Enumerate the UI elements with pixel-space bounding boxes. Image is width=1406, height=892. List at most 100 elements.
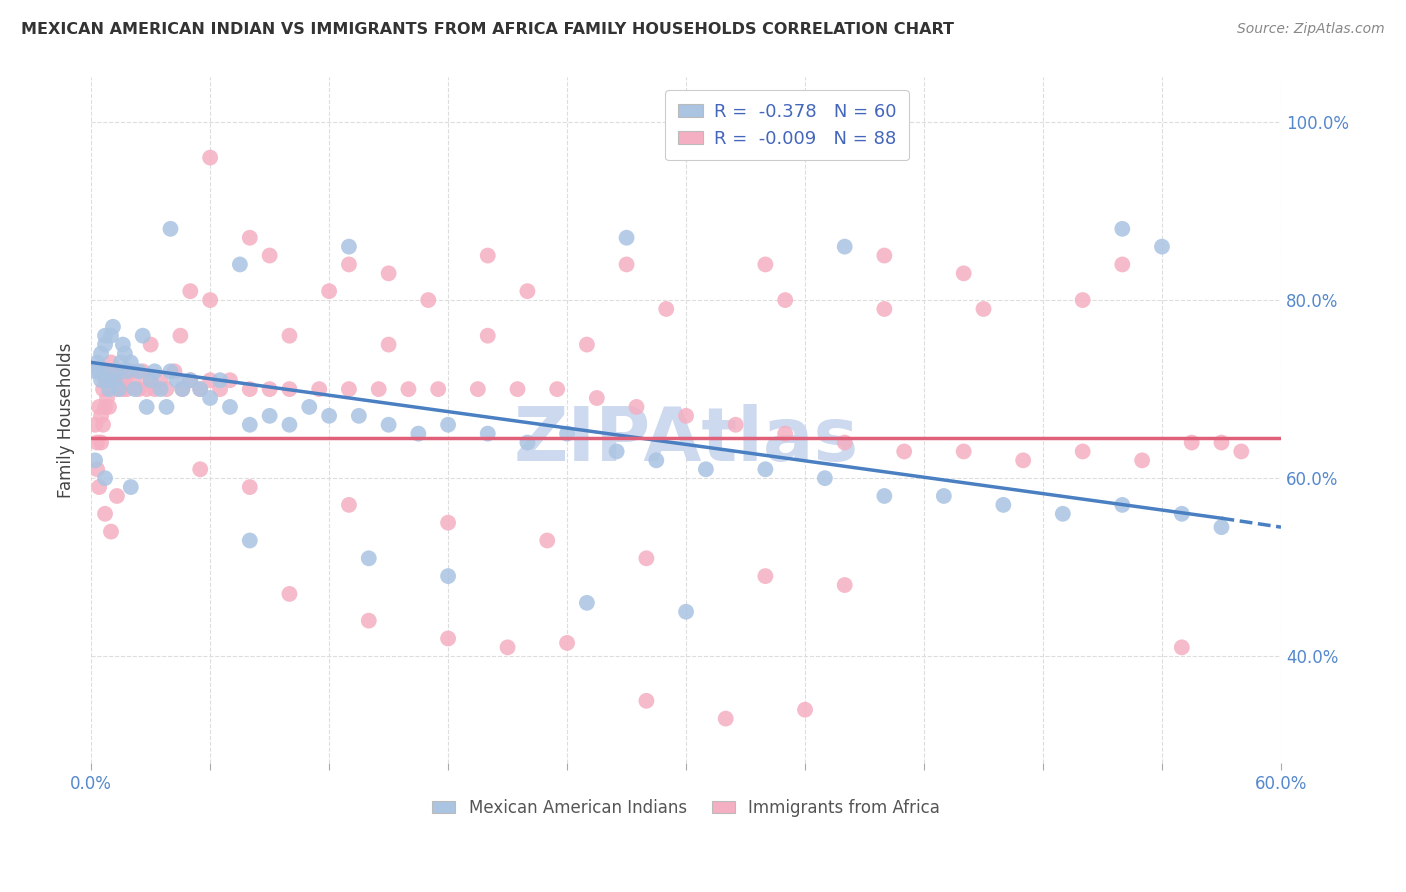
Point [84, 417, 107, 432]
Point [555, 636, 578, 650]
Point [278, 328, 301, 343]
Point [96, 391, 118, 405]
Point [115, 382, 138, 396]
Point [98, 382, 121, 396]
Point [188, 462, 211, 476]
Point [645, 453, 668, 467]
Point [120, 364, 142, 378]
Point [143, 382, 166, 396]
Point [86, 435, 108, 450]
Point [834, 435, 856, 450]
Point [84, 364, 107, 378]
Point [298, 400, 321, 414]
Point [135, 400, 157, 414]
Point [132, 364, 155, 378]
Point [87, 400, 110, 414]
Point [516, 284, 538, 298]
Point [754, 462, 776, 476]
Point [105, 382, 128, 396]
Point [259, 248, 281, 262]
Point [347, 409, 370, 423]
Point [128, 382, 150, 396]
Point [110, 364, 132, 378]
Point [437, 632, 460, 646]
Point [318, 409, 340, 423]
Point [94, 471, 117, 485]
Point [94, 507, 117, 521]
Point [111, 337, 134, 351]
Point [1012, 453, 1035, 467]
Point [714, 712, 737, 726]
Point [418, 293, 440, 307]
Text: Source: ZipAtlas.com: Source: ZipAtlas.com [1237, 22, 1385, 37]
Point [337, 382, 360, 396]
Point [143, 364, 166, 378]
Point [575, 596, 598, 610]
Point [516, 435, 538, 450]
Point [124, 382, 146, 396]
Point [408, 426, 430, 441]
Point [318, 284, 340, 298]
Point [114, 373, 136, 387]
Point [135, 382, 157, 396]
Point [259, 382, 281, 396]
Point [477, 248, 499, 262]
Point [94, 400, 117, 414]
Point [1150, 239, 1173, 253]
Point [239, 231, 262, 245]
Point [159, 222, 181, 236]
Point [239, 533, 262, 548]
Point [110, 355, 132, 369]
Point [834, 578, 856, 592]
Point [108, 382, 131, 396]
Point [239, 480, 262, 494]
Point [111, 382, 134, 396]
Point [149, 382, 172, 396]
Point [695, 462, 717, 476]
Point [585, 391, 607, 405]
Point [1211, 520, 1233, 534]
Point [893, 444, 915, 458]
Point [496, 640, 519, 655]
Point [477, 328, 499, 343]
Point [1052, 507, 1074, 521]
Point [834, 239, 856, 253]
Point [754, 257, 776, 271]
Point [773, 293, 796, 307]
Point [873, 489, 896, 503]
Point [139, 373, 162, 387]
Point [278, 382, 301, 396]
Point [104, 373, 127, 387]
Point [120, 480, 142, 494]
Point [377, 337, 399, 351]
Point [555, 426, 578, 441]
Text: MEXICAN AMERICAN INDIAN VS IMMIGRANTS FROM AFRICA FAMILY HOUSEHOLDS CORRELATION : MEXICAN AMERICAN INDIAN VS IMMIGRANTS FR… [21, 22, 955, 37]
Point [219, 373, 242, 387]
Point [101, 364, 124, 378]
Point [101, 319, 124, 334]
Point [1130, 453, 1153, 467]
Point [91, 417, 114, 432]
Point [1111, 498, 1133, 512]
Point [477, 426, 499, 441]
Point [873, 248, 896, 262]
Point [169, 328, 191, 343]
Point [536, 533, 558, 548]
Point [219, 400, 242, 414]
Point [952, 266, 974, 280]
Point [100, 355, 122, 369]
Point [172, 382, 194, 396]
Point [337, 498, 360, 512]
Point [239, 382, 262, 396]
Point [139, 337, 162, 351]
Point [90, 373, 112, 387]
Point [114, 346, 136, 360]
Point [87, 364, 110, 378]
Point [357, 551, 380, 566]
Point [575, 337, 598, 351]
Point [98, 373, 121, 387]
Point [90, 409, 112, 423]
Point [377, 417, 399, 432]
Point [337, 257, 360, 271]
Point [90, 435, 112, 450]
